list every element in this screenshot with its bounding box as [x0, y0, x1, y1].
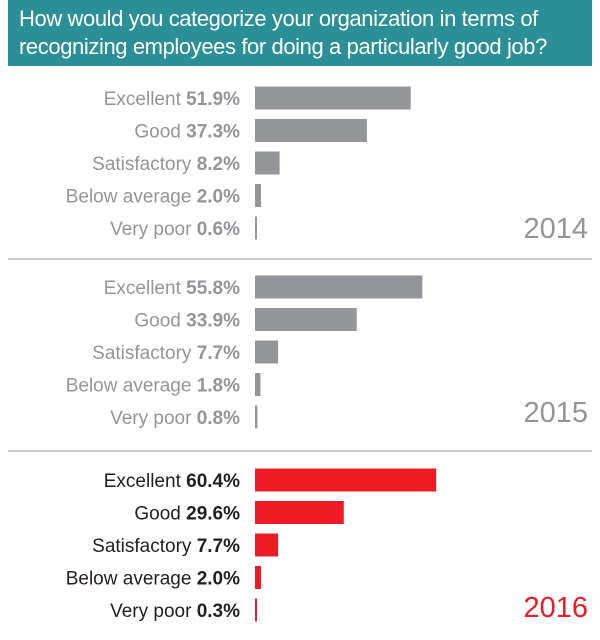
bar-label-2014-4: Below average 2.0% [66, 187, 240, 208]
bar-label-2015-2: Good 33.9% [134, 311, 240, 332]
category-label: Good [134, 504, 186, 525]
value-label: 0.3% [197, 601, 240, 622]
bar-label-2015-1: Excellent 55.8% [104, 278, 240, 299]
value-label: 0.8% [197, 408, 240, 429]
bar-label-2014-3: Satisfactory 8.2% [92, 154, 240, 175]
category-label: Excellent [104, 89, 186, 110]
bar-2015-satisfactory [255, 340, 279, 364]
bar-label-2016-4: Below average 2.0% [66, 569, 240, 590]
category-label: Satisfactory [92, 154, 197, 175]
chart-title-line-1: How would you categorize your organizati… [19, 6, 538, 31]
year-label-2014: 2014 [523, 213, 588, 245]
category-label: Below average [66, 376, 197, 397]
year-label-2016: 2016 [523, 592, 588, 624]
category-label: Good [134, 311, 186, 332]
category-label: Very poor [110, 601, 197, 622]
value-label: 51.9% [186, 89, 240, 110]
bar-2015-very-poor [255, 405, 258, 429]
bar-label-2016-3: Satisfactory 7.7% [92, 536, 240, 557]
bar-2016-very-poor [255, 598, 257, 622]
bar-label-2016-5: Very poor 0.3% [110, 601, 240, 622]
bar-2014-good [255, 119, 367, 142]
bar-label-2014-1: Excellent 51.9% [104, 89, 240, 110]
value-label: 1.8% [197, 376, 240, 397]
value-label: 37.3% [186, 122, 240, 143]
value-label: 60.4% [186, 471, 240, 492]
bar-2014-excellent [255, 86, 411, 110]
bar-2016-good [255, 501, 344, 524]
bar-label-2016-2: Good 29.6% [134, 504, 240, 525]
category-label: Below average [66, 569, 197, 590]
value-label: 8.2% [197, 154, 240, 175]
bar-2015-below-average [255, 373, 261, 396]
value-label: 2.0% [197, 569, 240, 590]
bar-2015-excellent [255, 275, 423, 299]
value-label: 55.8% [186, 278, 240, 299]
bar-2016-satisfactory [255, 533, 279, 557]
chart-title-bar: How would you categorize your organizati… [8, 0, 592, 66]
value-label: 7.7% [197, 536, 240, 557]
bar-2016-excellent [255, 468, 437, 492]
bar-2014-satisfactory [255, 151, 280, 175]
chart-title-line-2: recognizing employees for doing a partic… [19, 34, 547, 59]
year-label-2015: 2015 [523, 397, 588, 429]
category-label: Good [134, 122, 186, 143]
bar-2014-very-poor [255, 216, 257, 240]
bar-2016-below-average [255, 566, 261, 589]
value-label: 0.6% [197, 219, 240, 240]
bar-label-2015-4: Below average 1.8% [66, 376, 240, 397]
bar-2014-below-average [255, 184, 261, 207]
category-label: Below average [66, 187, 197, 208]
bar-label-2014-5: Very poor 0.6% [110, 219, 240, 240]
bar-2015-good [255, 308, 357, 331]
bar-label-2015-3: Satisfactory 7.7% [92, 343, 240, 364]
value-label: 29.6% [186, 504, 240, 525]
category-label: Very poor [110, 408, 197, 429]
bar-label-2014-2: Good 37.3% [134, 122, 240, 143]
bar-label-2015-5: Very poor 0.8% [110, 408, 240, 429]
category-label: Excellent [104, 278, 186, 299]
category-label: Satisfactory [92, 343, 197, 364]
bar-label-2016-1: Excellent 60.4% [104, 471, 240, 492]
value-label: 2.0% [197, 187, 240, 208]
value-label: 7.7% [197, 343, 240, 364]
value-label: 33.9% [186, 311, 240, 332]
category-label: Excellent [104, 471, 186, 492]
category-label: Very poor [110, 219, 197, 240]
category-label: Satisfactory [92, 536, 197, 557]
